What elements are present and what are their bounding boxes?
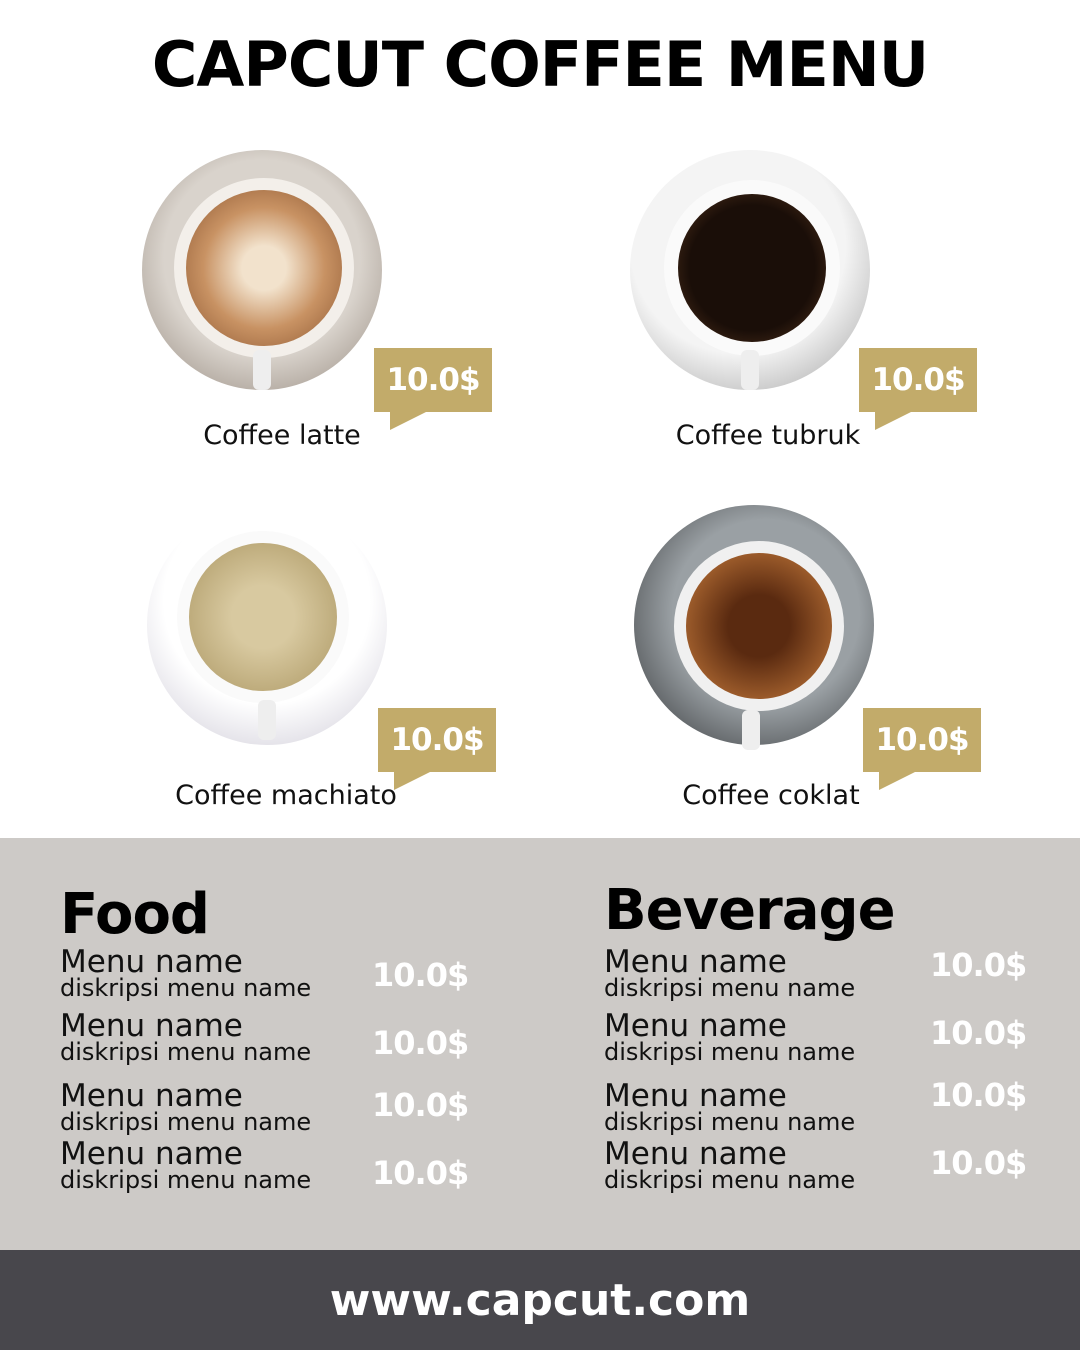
beverage-price: 10.0$ [930,946,1027,984]
food-item: Menu name diskripsi menu name [60,944,312,1002]
beverage-price: 10.0$ [930,1014,1027,1052]
price-tag: 10.0$ [859,348,977,430]
food-price: 10.0$ [372,1086,469,1124]
coffee-label: Coffee machiato [175,780,397,811]
food-item: Menu name diskripsi menu name [60,1136,312,1194]
coffee-label: Coffee latte [203,420,361,451]
coffee-coklat-image [634,505,874,750]
page-title: CAPCUT COFFEE MENU [151,28,929,101]
food-price: 10.0$ [372,1024,469,1062]
beverage-item: Menu name diskripsi menu name [604,1078,856,1136]
food-item: Menu name diskripsi menu name [60,1008,312,1066]
food-price: 10.0$ [372,1154,469,1192]
price-tag: 10.0$ [374,348,492,430]
price-tag: 10.0$ [863,708,981,790]
coffee-machiato-image [147,505,387,745]
footer-website-link[interactable]: www.capcut.com [0,1250,1080,1350]
beverage-item: Menu name diskripsi menu name [604,1136,856,1194]
menu-section: Food Beverage Menu name diskripsi menu na… [0,838,1080,1250]
beverage-item: Menu name diskripsi menu name [604,944,856,1002]
coffee-label: Coffee coklat [682,780,860,811]
food-heading: Food [60,882,210,947]
beverage-heading: Beverage [604,878,896,943]
coffee-latte-image [142,150,382,390]
food-price: 10.0$ [372,956,469,994]
price-tag: 10.0$ [378,708,496,790]
food-item: Menu name diskripsi menu name [60,1078,312,1136]
beverage-item: Menu name diskripsi menu name [604,1008,856,1066]
coffee-tubruk-image [630,150,870,390]
coffee-label: Coffee tubruk [675,420,861,451]
beverage-price: 10.0$ [930,1144,1027,1182]
beverage-price: 10.0$ [930,1076,1027,1114]
